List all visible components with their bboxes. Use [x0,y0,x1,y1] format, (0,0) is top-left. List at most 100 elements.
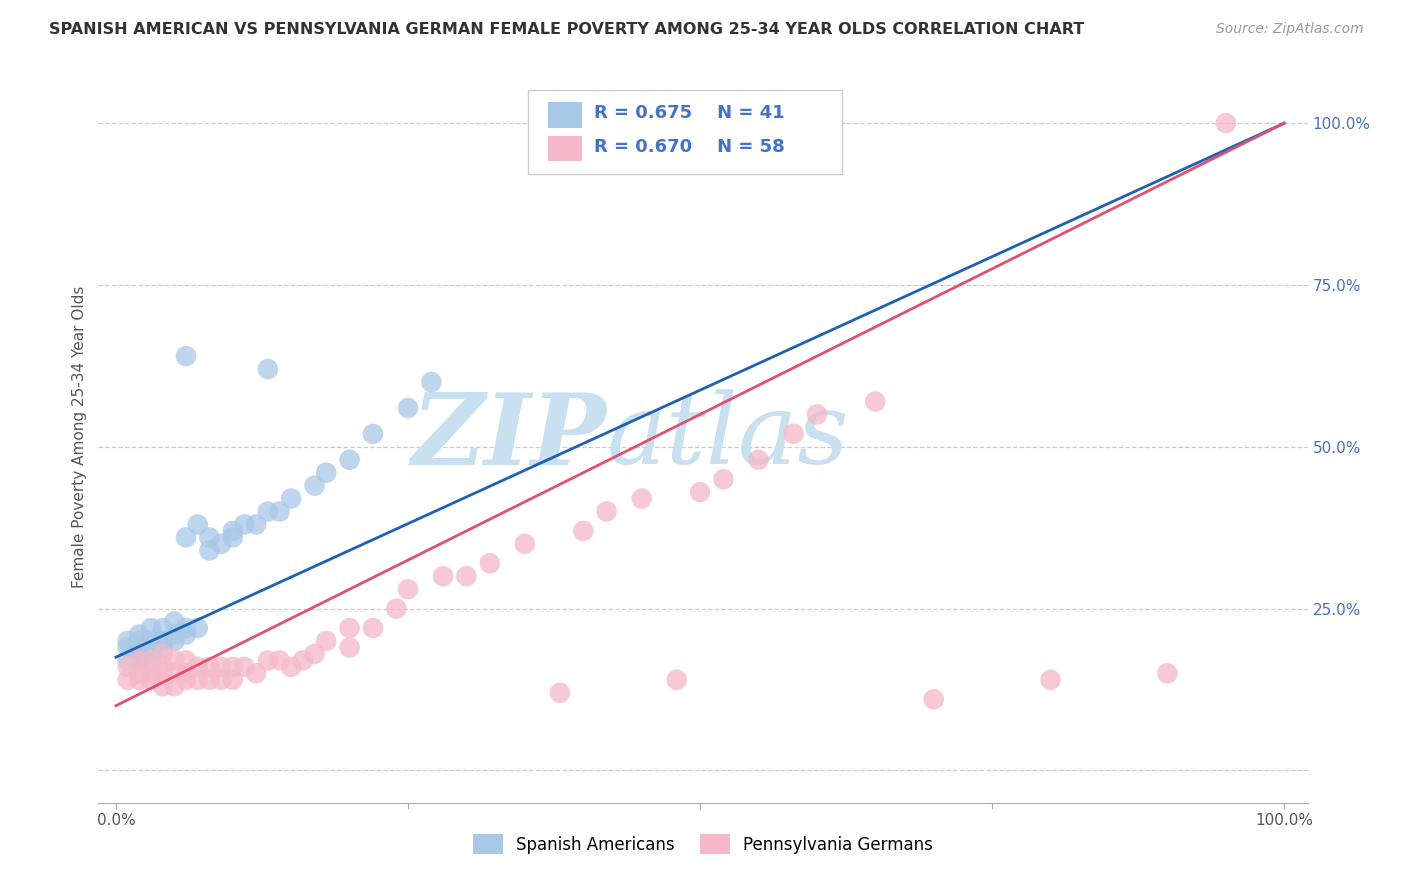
FancyBboxPatch shape [548,102,582,128]
Point [187,660,209,674]
Point [432,569,454,583]
Point [117,673,139,687]
Point [315,466,337,480]
Point [1215,116,1237,130]
Point [117,640,139,655]
Point [174,653,197,667]
Point [139,666,162,681]
Point [128,673,150,687]
Point [139,647,162,661]
Point [163,653,186,667]
Point [361,426,384,441]
Point [198,660,221,674]
Point [128,627,150,641]
Point [420,375,443,389]
Point [152,666,174,681]
Point [339,621,361,635]
Point [396,401,419,415]
Point [187,621,209,635]
Point [747,452,769,467]
Point [152,634,174,648]
Point [128,653,150,667]
Point [256,653,278,667]
Point [1039,673,1062,687]
Point [315,634,337,648]
Point [865,394,887,409]
Point [198,673,221,687]
Point [713,472,735,486]
Point [198,543,221,558]
Point [256,504,278,518]
Point [209,673,232,687]
Point [304,647,326,661]
Point [117,653,139,667]
Point [209,537,232,551]
Point [163,627,186,641]
Point [163,634,186,648]
Point [245,517,267,532]
Text: R = 0.670    N = 58: R = 0.670 N = 58 [595,137,785,156]
Text: SPANISH AMERICAN VS PENNSYLVANIA GERMAN FEMALE POVERTY AMONG 25-34 YEAR OLDS COR: SPANISH AMERICAN VS PENNSYLVANIA GERMAN … [49,22,1084,37]
Point [174,621,197,635]
Point [152,640,174,655]
Point [782,426,804,441]
Point [152,647,174,661]
Point [222,673,245,687]
Point [152,660,174,674]
Point [806,408,828,422]
Point [339,452,361,467]
Point [222,660,245,674]
Point [139,634,162,648]
Point [209,660,232,674]
Point [187,673,209,687]
FancyBboxPatch shape [548,136,582,161]
Legend: Spanish Americans, Pennsylvania Germans: Spanish Americans, Pennsylvania Germans [467,828,939,860]
Point [174,627,197,641]
Point [269,504,291,518]
Point [174,666,197,681]
Point [245,666,267,681]
Text: Source: ZipAtlas.com: Source: ZipAtlas.com [1216,22,1364,37]
Point [139,640,162,655]
FancyBboxPatch shape [527,90,842,174]
Point [198,530,221,544]
Point [385,601,408,615]
Point [117,660,139,674]
Point [304,478,326,492]
Point [174,530,197,544]
Point [222,524,245,538]
Point [665,673,688,687]
Point [163,679,186,693]
Point [269,653,291,667]
Point [222,530,245,544]
Point [139,621,162,635]
Point [128,666,150,681]
Point [139,653,162,667]
Point [361,621,384,635]
Point [922,692,945,706]
Point [339,640,361,655]
Point [128,634,150,648]
Point [233,517,256,532]
Point [595,504,617,518]
Point [548,686,571,700]
Point [256,362,278,376]
Point [456,569,478,583]
Text: ZIP: ZIP [412,389,606,485]
Point [280,491,302,506]
Y-axis label: Female Poverty Among 25-34 Year Olds: Female Poverty Among 25-34 Year Olds [72,286,87,588]
Point [163,666,186,681]
Point [689,485,711,500]
Point [187,517,209,532]
Point [128,647,150,661]
Point [152,621,174,635]
Point [128,653,150,667]
Point [280,660,302,674]
Point [630,491,652,506]
Point [572,524,595,538]
Point [291,653,314,667]
Point [152,679,174,693]
Text: atlas: atlas [606,390,849,484]
Point [174,349,197,363]
Point [396,582,419,597]
